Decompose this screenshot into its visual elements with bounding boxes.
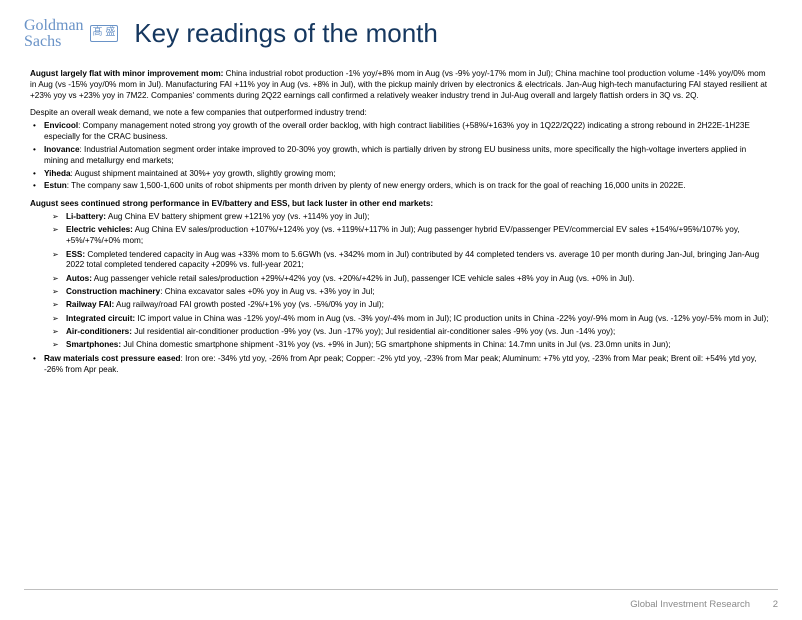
metric-name: Construction machinery [66,287,160,296]
outperformers-list: Envicool: Company management noted stron… [30,121,772,192]
metric-name: Autos: [66,274,92,283]
company-name: Yiheda [44,169,71,178]
list-item: ESS: Completed tendered capacity in Aug … [30,250,772,272]
metric-name: Integrated circuit: [66,314,135,323]
metric-text: Aug railway/road FAI growth posted -2%/+… [114,300,384,309]
list-item: Inovance: Industrial Automation segment … [30,145,772,167]
metric-name: Air-conditioners: [66,327,132,336]
list-item: Li-battery: Aug China EV battery shipmen… [30,212,772,223]
list-item: Autos: Aug passenger vehicle retail sale… [30,274,772,285]
list-item: Smartphones: Jul China domestic smartpho… [30,340,772,351]
list-item: Estun: The company saw 1,500-1,600 units… [30,181,772,192]
outperform-intro: Despite an overall weak demand, we note … [30,108,772,119]
metric-text: : China excavator sales +0% yoy in Aug v… [160,287,374,296]
metric-text: Jul China domestic smartphone shipment -… [121,340,671,349]
page-title: Key readings of the month [134,18,438,49]
section3-lead: August sees continued strong performance… [30,199,772,210]
metric-name: Li-battery: [66,212,106,221]
logo-block: Goldman Sachs 髙 盛 [24,18,118,48]
company-text: : The company saw 1,500-1,600 units of r… [67,181,686,190]
list-item: Yiheda: August shipment maintained at 30… [30,169,772,180]
list-item: Raw materials cost pressure eased: Iron … [30,354,772,376]
slide-header: Goldman Sachs 髙 盛 Key readings of the mo… [0,0,802,49]
metric-text: Aug China EV battery shipment grew +121%… [106,212,369,221]
cn-seal-icon: 髙 盛 [90,25,119,42]
metric-text: IC import value in China was -12% yoy/-4… [135,314,768,323]
company-name: Estun [44,181,67,190]
list-item: Envicool: Company management noted stron… [30,121,772,143]
raw-lead: Raw materials cost pressure eased [44,354,181,363]
summary-paragraph: August largely flat with minor improveme… [30,69,772,101]
summary-lead: August largely flat with minor improveme… [30,69,223,78]
gs-logo: Goldman Sachs [24,18,84,48]
company-text: : August shipment maintained at 30%+ yoy… [71,169,336,178]
footer-label: Global Investment Research [630,599,750,610]
list-item: Air-conditioners: Jul residential air-co… [30,327,772,338]
metric-name: Electric vehicles: [66,225,133,234]
metrics-list: Li-battery: Aug China EV battery shipmen… [30,212,772,351]
list-item: Railway FAI: Aug railway/road FAI growth… [30,300,772,311]
metric-name: Smartphones: [66,340,121,349]
logo-line2: Sachs [24,34,84,49]
list-item: Construction machinery: China excavator … [30,287,772,298]
footer-rule [24,589,778,590]
metric-text: Aug China EV sales/production +107%/+124… [66,225,740,245]
metric-name: Railway FAI: [66,300,114,309]
metric-name: ESS: [66,250,85,259]
company-text: : Industrial Automation segment order in… [44,145,746,165]
metric-text: Aug passenger vehicle retail sales/produ… [92,274,635,283]
list-item: Integrated circuit: IC import value in C… [30,314,772,325]
footer: Global Investment Research 2 [630,599,778,610]
metric-text: Completed tendered capacity in Aug was +… [66,250,759,270]
list-item: Electric vehicles: Aug China EV sales/pr… [30,225,772,247]
raw-materials-list: Raw materials cost pressure eased: Iron … [30,354,772,376]
metric-text: Jul residential air-conditioner producti… [132,327,615,336]
logo-line1: Goldman [24,18,84,33]
company-name: Envicool [44,121,78,130]
company-text: : Company management noted strong yoy gr… [44,121,750,141]
company-name: Inovance [44,145,80,154]
page-number: 2 [773,599,778,610]
content-region: August largely flat with minor improveme… [0,49,802,376]
